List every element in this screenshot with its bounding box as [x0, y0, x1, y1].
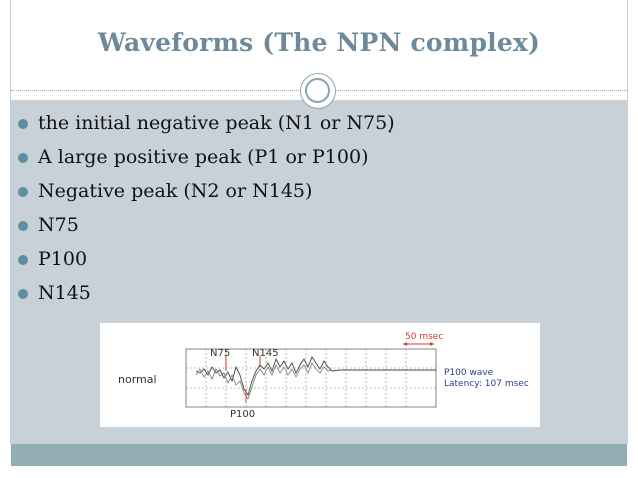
n75-label: N75 [210, 348, 230, 359]
latency-label: Latency: 107 msec [444, 379, 529, 389]
bullet-item: the initial negative peak (N1 or N75)̣ [18, 110, 395, 144]
bullet-text: A large positive peak (P1 or P100) [38, 146, 369, 168]
bullet-text: N145 [38, 282, 91, 304]
bullet-dot-icon [18, 289, 28, 299]
waveform-trace [195, 362, 333, 400]
bullet-dot-icon [18, 153, 28, 163]
bullet-dot-icon [18, 221, 28, 231]
scale-label: 50 msec [405, 332, 443, 342]
bullet-dot-icon [18, 119, 28, 129]
bullet-dot-icon [18, 187, 28, 197]
bullet-item: N145 [18, 280, 395, 314]
bullet-dot-icon [18, 255, 28, 265]
bullet-item: A large positive peak (P1 or P100) [18, 144, 395, 178]
frame-left-border [10, 0, 11, 444]
circle-ornament-icon [300, 73, 336, 109]
bullet-list: the initial negative peak (N1 or N75)̣ A… [18, 110, 395, 314]
frame-right-border [627, 0, 628, 444]
circle-ornament-inner [305, 78, 330, 103]
bullet-item: P100 [18, 246, 395, 280]
waveform-trace [195, 356, 436, 397]
bullet-text: P100 [38, 248, 88, 270]
bullet-text: the initial negative peak (N1 or N75)̣ [38, 112, 395, 134]
bullet-item: Negative peak (N2 or N145) [18, 178, 395, 212]
bullet-text: N75 [38, 214, 79, 236]
scale-arrow-right-icon [430, 342, 434, 346]
scale-arrow-left-icon [403, 342, 407, 346]
bullet-text: Negative peak (N2 or N145) [38, 180, 313, 202]
wave-name-label: P100 wave [444, 368, 494, 378]
n145-label: N145 [252, 348, 279, 359]
footer-bar [11, 444, 627, 466]
bullet-item: N75 [18, 212, 395, 246]
p100-label: P100 [230, 409, 255, 420]
trace-label: normal [118, 373, 157, 386]
slide-title: Waveforms (The NPN complex) [97, 28, 541, 57]
vep-waveform-figure: normal N75 N145 P100 50 msec P100 wave L… [100, 323, 540, 427]
